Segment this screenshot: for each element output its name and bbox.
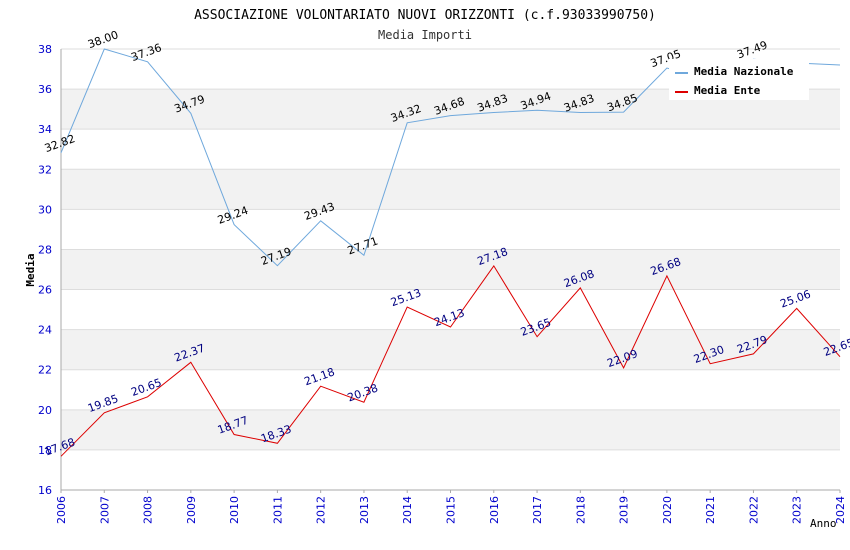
grid-band [61,249,840,290]
x-tick-label: 2018 [574,496,587,524]
x-tick-label: 2014 [401,496,414,524]
y-tick-label: 38 [38,43,52,56]
grid-band [61,409,840,450]
x-tick-label: 2021 [704,496,717,524]
x-tick-label: 2010 [228,496,241,524]
x-tick-label: 2006 [55,496,68,524]
y-tick-labels: 16 18 20 22 24 26 28 30 32 34 36 38 [38,43,52,497]
y-tick-label: 36 [38,83,52,96]
y-tick-label: 32 [38,163,52,176]
data-label: 37.49 [735,38,769,61]
x-tick-label: 2024 [834,496,847,524]
y-tick-label: 28 [38,243,52,256]
data-label: 20.65 [129,376,163,399]
x-tick-label: 2019 [618,496,631,524]
x-tick-label: 2020 [661,496,674,524]
x-tick-label: 2013 [358,496,371,524]
y-tick-label: 24 [38,324,52,337]
x-axis-title: Anno [810,517,837,530]
x-tick-label: 2015 [445,496,458,524]
y-tick-label: 30 [38,203,52,216]
y-tick-label: 18 [38,444,52,457]
x-tick-label: 2017 [531,496,544,524]
x-tick-labels: 2006 2007 2008 2009 2010 2011 2012 2013 2014 2015… [55,490,847,524]
data-label: 37.36 [129,41,163,64]
grid-bands [61,48,840,491]
y-tick-label: 22 [38,364,52,377]
data-label: 25.06 [779,288,813,311]
x-tick-label: 2012 [315,496,328,524]
y-axis-title: Media [24,253,37,286]
x-tick-label: 2016 [488,496,501,524]
data-label: 38.00 [86,28,120,51]
grid-band [61,169,840,210]
y-tick-label: 34 [38,123,52,136]
x-tick-label: 2011 [271,496,284,524]
data-label: 20.38 [346,381,380,404]
y-tick-label: 26 [38,284,52,297]
series-line-media-ente [60,264,841,457]
x-tick-label: 2007 [98,496,111,524]
legend-label-media-nazionale: Media Nazionale [694,65,794,78]
legend-label-media-ente: Media Ente [694,84,761,97]
chart-title: ASSOCIAZIONE VOLONTARIATO NUOVI ORIZZONT… [194,8,656,23]
x-tick-label: 2023 [791,496,804,524]
legend-box [669,59,809,100]
data-label: 24.13 [432,306,466,329]
y-tick-label: 20 [38,404,52,417]
legend: Media Nazionale Media Ente [669,59,809,100]
chart-subtitle: Media Importi [378,28,472,42]
x-tick-label: 2009 [185,496,198,524]
x-tick-label: 2008 [142,496,155,524]
y-tick-label: 16 [38,484,52,497]
data-label: 17.68 [43,436,77,459]
x-tick-label: 2022 [747,496,760,524]
